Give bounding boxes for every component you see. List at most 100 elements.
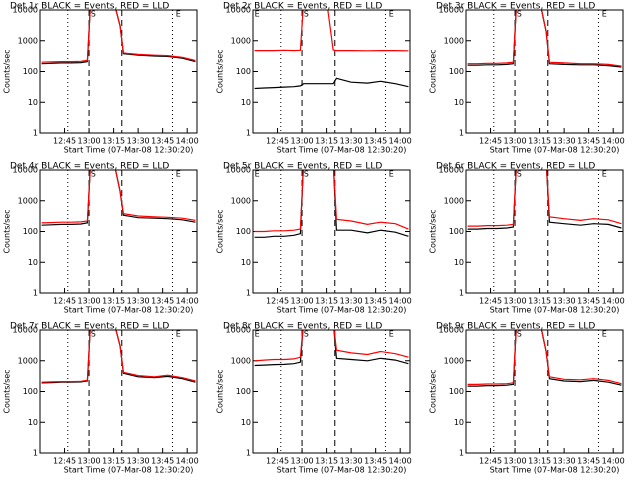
y-tick-label: 1000 xyxy=(18,356,38,365)
panel: 1 10 100 1000 10000 12:45 13:00 13:15 13:30 13:45… xyxy=(3,162,199,315)
y-tick-label: 10000 xyxy=(226,6,251,15)
x-tick-label: 13:15 xyxy=(528,457,551,466)
x-axis-title: Start Time (07-Mar-08 12:30:20) xyxy=(64,146,194,155)
x-tick-label: 14:00 xyxy=(176,457,199,466)
x-tick-label: 13:45 xyxy=(577,457,600,466)
x-tick-label: 13:30 xyxy=(553,297,576,306)
y-tick-label: 1000 xyxy=(231,356,251,365)
x-tick-label: 13:15 xyxy=(102,137,125,146)
plot-frame xyxy=(465,329,624,454)
x-tick-label: 13:45 xyxy=(151,457,174,466)
x-tick-label: 13:30 xyxy=(340,457,363,466)
plot-frame xyxy=(39,329,198,454)
series-line xyxy=(467,330,622,385)
annotation: E xyxy=(602,10,607,19)
annotation: E xyxy=(255,170,260,179)
x-axis-title: Start Time (07-Mar-08 12:30:20) xyxy=(64,306,194,315)
x-axis-title: Start Time (07-Mar-08 12:30:20) xyxy=(277,466,407,475)
y-tick-label: 1000 xyxy=(18,36,38,45)
y-axis-title: Counts/sec xyxy=(216,49,225,93)
y-tick-label: 100 xyxy=(236,387,251,396)
y-tick-label: 1 xyxy=(459,129,464,138)
x-tick-label: 13:00 xyxy=(78,297,101,306)
series-line xyxy=(254,10,409,52)
x-axis-title: Start Time (07-Mar-08 12:30:20) xyxy=(490,146,620,155)
chart-title: Det 7r BLACK = Events, RED = LLD xyxy=(10,322,169,332)
panel: 1 10 100 1000 10000 12:45 13:00 13:15 13:30 13:45… xyxy=(3,322,199,475)
y-tick-label: 1 xyxy=(33,449,38,458)
x-tick-label: 12:45 xyxy=(53,457,76,466)
annotation: S xyxy=(91,170,96,179)
x-tick-label: 13:15 xyxy=(315,297,338,306)
x-tick-label: 13:45 xyxy=(151,297,174,306)
x-tick-label: 13:30 xyxy=(127,457,150,466)
x-axis-title: Start Time (07-Mar-08 12:30:20) xyxy=(490,306,620,315)
y-tick-label: 10 xyxy=(28,418,38,427)
chart-title: Det 8r BLACK = Events, RED = LLD xyxy=(223,322,382,332)
series-line xyxy=(41,170,196,226)
y-tick-label: 10000 xyxy=(439,6,464,15)
annotation: S xyxy=(517,10,522,19)
y-tick-label: 10 xyxy=(454,258,464,267)
y-axis-title: Counts/sec xyxy=(3,209,12,253)
y-tick-label: 1 xyxy=(33,289,38,298)
x-tick-label: 13:00 xyxy=(291,457,314,466)
y-tick-label: 10000 xyxy=(226,166,251,175)
series-line xyxy=(41,330,196,383)
x-tick-label: 14:00 xyxy=(389,457,412,466)
y-tick-label: 10000 xyxy=(226,326,251,335)
y-axis-title: Counts/sec xyxy=(216,209,225,253)
panel: 1 10 100 1000 10000 12:45 13:00 13:15 13:30 13:45… xyxy=(429,2,625,155)
y-tick-label: 10000 xyxy=(13,166,38,175)
x-axis-title: Start Time (07-Mar-08 12:30:20) xyxy=(277,146,407,155)
annotation: E xyxy=(176,170,181,179)
annotation: E xyxy=(176,330,181,339)
x-tick-label: 13:30 xyxy=(340,137,363,146)
x-tick-label: 13:00 xyxy=(291,137,314,146)
x-tick-label: 13:30 xyxy=(553,457,576,466)
x-tick-label: 12:45 xyxy=(266,457,289,466)
series-line xyxy=(467,10,622,68)
plot-frame xyxy=(39,9,198,134)
y-tick-label: 10 xyxy=(454,98,464,107)
y-tick-label: 1 xyxy=(459,289,464,298)
x-tick-label: 12:45 xyxy=(53,297,76,306)
x-tick-label: 14:00 xyxy=(389,137,412,146)
panel: 1 10 100 1000 10000 12:45 13:00 13:15 13:30 13:45… xyxy=(3,2,199,155)
annotation: E xyxy=(389,330,394,339)
series-line xyxy=(254,330,409,362)
chart-title: Det 1r BLACK = Events, RED = LLD xyxy=(10,2,169,12)
annotation: S xyxy=(304,10,309,19)
panel: 1 10 100 1000 10000 12:45 13:00 13:15 13:30 13:45… xyxy=(429,162,625,315)
series-line xyxy=(41,10,196,65)
chart-title: Det 3r BLACK = Events, RED = LLD xyxy=(436,2,595,12)
annotation: S xyxy=(91,10,96,19)
x-tick-label: 14:00 xyxy=(176,137,199,146)
x-tick-label: 13:30 xyxy=(127,137,150,146)
y-tick-label: 10000 xyxy=(439,166,464,175)
x-tick-label: 13:15 xyxy=(102,297,125,306)
y-tick-label: 10 xyxy=(241,258,251,267)
annotation: E xyxy=(389,170,394,179)
x-tick-label: 12:45 xyxy=(479,297,502,306)
plot-frame xyxy=(465,169,624,294)
x-tick-label: 13:15 xyxy=(528,137,551,146)
y-tick-label: 1000 xyxy=(444,36,464,45)
series-line xyxy=(467,10,622,67)
series-line xyxy=(467,170,622,230)
x-tick-label: 12:45 xyxy=(53,137,76,146)
y-tick-label: 100 xyxy=(236,67,251,76)
y-tick-label: 100 xyxy=(23,387,38,396)
x-tick-label: 12:45 xyxy=(479,137,502,146)
x-tick-label: 13:00 xyxy=(504,137,527,146)
x-tick-label: 13:30 xyxy=(127,297,150,306)
annotation: E xyxy=(176,10,181,19)
annotation: S xyxy=(91,330,96,339)
x-tick-label: 13:00 xyxy=(78,457,101,466)
series-line xyxy=(467,170,622,227)
x-tick-label: 13:00 xyxy=(504,457,527,466)
y-axis-title: Counts/sec xyxy=(3,49,12,93)
series-line xyxy=(254,170,409,233)
y-tick-label: 100 xyxy=(23,227,38,236)
x-tick-label: 13:45 xyxy=(151,137,174,146)
